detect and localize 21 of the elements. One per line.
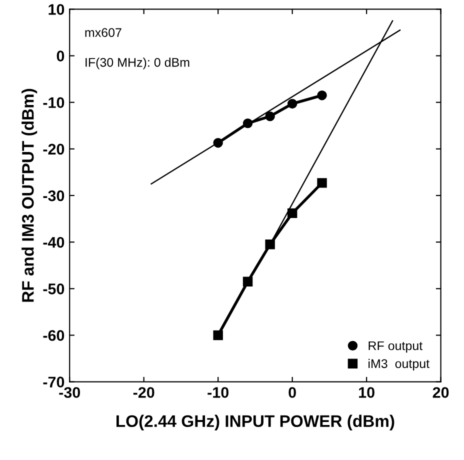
x-tick-label: 10	[359, 387, 374, 398]
x-tick-label: -10	[208, 387, 228, 398]
annotation: IF(30 MHz): 0 dBm	[86, 58, 190, 70]
y-axis-title: RF and IM3 OUTPUT (dBm)	[22, 88, 38, 302]
x-tick-label: -30	[59, 387, 80, 398]
y-tick-label: -20	[43, 144, 64, 155]
x-tick-label: 0	[288, 387, 296, 398]
y-tick-label: -50	[43, 284, 64, 294]
y-tick-label: -60	[43, 330, 64, 341]
y-tick-label: -40	[43, 236, 64, 248]
y-tick-label: -10	[43, 97, 64, 108]
legend-label: RF output	[368, 341, 423, 353]
y-tick-label: -30	[43, 190, 64, 202]
legend-label: iM3 output	[368, 358, 430, 371]
y-tick-label: 10	[48, 4, 64, 15]
x-axis-title: LO(2.44 GHz) INPUT POWER (dBm)	[116, 414, 394, 430]
x-tick-label: -20	[133, 387, 154, 398]
y-tick-label: -70	[43, 376, 64, 388]
x-tick-label: 20	[432, 387, 449, 398]
y-tick-label: 0	[56, 50, 64, 62]
annotation: mx607	[85, 28, 122, 38]
